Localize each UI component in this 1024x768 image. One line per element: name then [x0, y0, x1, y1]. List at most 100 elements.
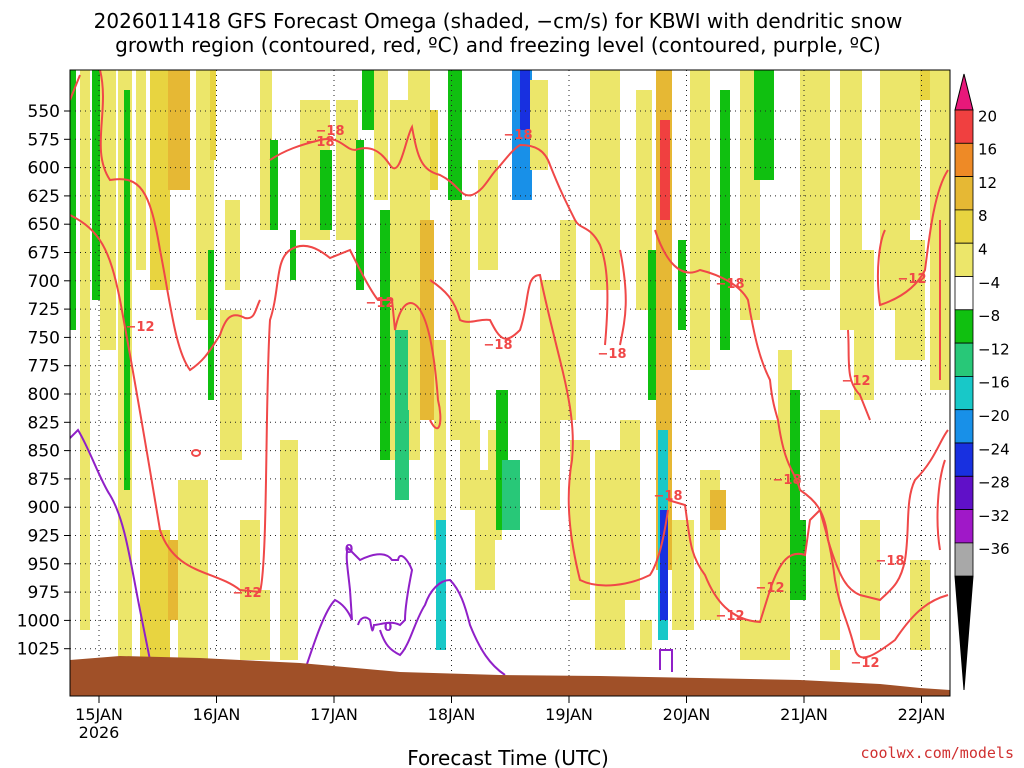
dgz-contour-label: −18: [876, 554, 905, 569]
freezing-contour-line: [304, 546, 414, 671]
freezing-contour-line: [379, 578, 506, 676]
omega-cell: [895, 240, 925, 360]
omega-cell: [140, 530, 170, 660]
colorbar-swatch: [954, 209, 974, 244]
y-tick-label: 800: [28, 385, 60, 405]
x-tick-label: 15JAN: [75, 705, 123, 724]
x-tick-label: 19JAN: [545, 705, 593, 724]
colorbar-swatch: [954, 342, 974, 377]
colorbar: 20 16 12 8 4 −4 −8 −12 −16 −20 −24 −28 −32 −36: [954, 73, 1010, 691]
x-tick-label: 22JAN: [898, 705, 946, 724]
omega-cell: [320, 150, 332, 230]
colorbar-swatch: [954, 375, 974, 411]
colorbar-label: −16: [978, 374, 1010, 392]
dgz-contour-line: [429, 273, 669, 587]
freezing-contour-line: [70, 428, 151, 661]
dgz-contour-line: [847, 169, 949, 551]
y-tick-label: 1000: [17, 611, 60, 631]
omega-cell: [820, 410, 840, 640]
plot-frame: [69, 69, 951, 697]
colorbar-label: −32: [978, 507, 1010, 525]
omega-cell: [860, 520, 880, 640]
y-tick-label: 650: [28, 215, 60, 235]
omega-cell: [420, 220, 434, 420]
colorbar-swatch: [954, 442, 974, 477]
omega-cell: [800, 70, 830, 290]
omega-cell: [560, 220, 576, 420]
x-tick-label: 17JAN: [310, 705, 358, 724]
freezing-contour-label: 0: [384, 620, 392, 634]
omega-cell: [436, 520, 446, 650]
omega-cell: [290, 230, 296, 280]
omega-cell: [740, 620, 760, 660]
omega-cell: [900, 70, 920, 220]
omega-cell: [178, 480, 208, 660]
colorbar-swatch: [954, 509, 974, 544]
y-tick-label: 675: [28, 244, 60, 264]
y-tick-label: 975: [28, 583, 60, 603]
y-tick-label: 700: [28, 272, 60, 292]
terrain-ground: [70, 656, 950, 696]
y-tick-label: 750: [28, 328, 60, 348]
dgz-contour-line: [667, 499, 949, 659]
dgz-contour-label: −18: [773, 473, 802, 488]
omega-cell: [792, 520, 806, 600]
dgz-contour-label: −12: [756, 581, 785, 596]
dgz-contour-label: −12: [898, 272, 927, 287]
x-axis-label: Forecast Time (UTC): [407, 746, 609, 768]
omega-cell: [100, 70, 116, 350]
dgz-contour-label: −12: [366, 296, 395, 311]
omega-cell: [790, 390, 800, 600]
colorbar-swatch: [954, 242, 974, 277]
dgz-contour-label: −12: [851, 656, 880, 671]
colorbar-swatch: [954, 475, 974, 510]
colorbar-top-arrow: [954, 73, 974, 111]
omega-shading: [70, 70, 950, 670]
omega-cell: [210, 70, 216, 160]
omega-cell: [136, 70, 146, 270]
omega-cell: [80, 70, 90, 630]
omega-cell: [336, 100, 358, 240]
dgz-contour-line: [70, 214, 442, 594]
omega-cell: [540, 280, 560, 510]
y-tick-label: 625: [28, 187, 60, 207]
x-tick-label: 20JAN: [663, 705, 711, 724]
dgz-contour-line: [619, 229, 949, 602]
omega-cell: [168, 540, 178, 620]
dgz-contour-label: −12: [233, 586, 262, 601]
omega-cell: [362, 70, 374, 130]
omega-cell: [672, 520, 694, 630]
colorbar-label: −8: [978, 307, 1000, 325]
omega-cell: [150, 70, 170, 290]
y-tick-label: 850: [28, 442, 60, 462]
x-tick-label: 18JAN: [428, 705, 476, 724]
y-tick-label: 775: [28, 357, 60, 377]
omega-cell: [430, 110, 438, 190]
dgz-contour-label: −12: [126, 320, 155, 335]
omega-cell: [478, 160, 498, 270]
dgz-contour-label: −18: [654, 489, 683, 504]
colorbar-swatch: [954, 109, 974, 144]
dgz-contour-label: −12: [716, 609, 745, 624]
omega-cell: [282, 560, 296, 660]
colorbar-label: 16: [978, 141, 997, 159]
omega-cell: [270, 140, 278, 230]
colorbar-swatch: [954, 142, 974, 178]
omega-cell: [260, 70, 272, 230]
omega-cell: [208, 250, 214, 400]
omega-cell: [910, 560, 930, 650]
dgz-contour-label: −18: [598, 347, 627, 362]
omega-cell: [374, 70, 388, 200]
freezing-contour-label: 0: [345, 542, 353, 556]
omega-cell: [590, 70, 620, 290]
y-tick-label: 900: [28, 498, 60, 518]
omega-cell: [70, 70, 76, 330]
x-tick-label: 21JAN: [780, 705, 828, 724]
dgz-contour-loop: [191, 449, 201, 457]
dgz-contour-label: −12: [842, 374, 871, 389]
omega-cell: [648, 250, 658, 400]
omega-cell: [720, 90, 730, 350]
omega-cell: [660, 120, 670, 220]
